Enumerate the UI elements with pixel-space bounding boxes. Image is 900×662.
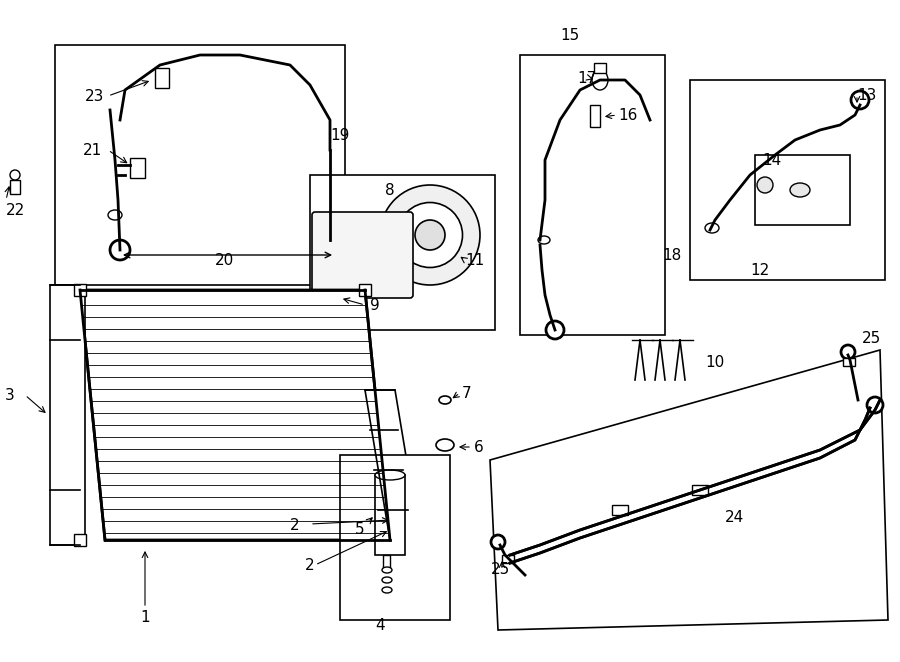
Circle shape [757,177,773,193]
Polygon shape [80,290,390,540]
Circle shape [546,321,564,339]
Text: 19: 19 [330,128,349,142]
Circle shape [841,345,855,359]
Ellipse shape [382,577,392,583]
Ellipse shape [415,220,445,250]
Ellipse shape [439,396,451,404]
Polygon shape [50,285,85,545]
Bar [320,290,345,302]
Text: 16: 16 [618,107,637,122]
Ellipse shape [398,203,463,267]
Ellipse shape [592,70,608,90]
Polygon shape [365,390,420,540]
Bar [359,284,371,296]
Ellipse shape [382,587,392,593]
Text: 14: 14 [762,152,781,167]
Bar [130,158,145,178]
Text: 25: 25 [862,330,881,346]
Bar [690,80,885,280]
Text: 1: 1 [140,610,149,626]
Bar [155,68,169,88]
Text: 3: 3 [5,387,15,402]
Text: 7: 7 [462,385,472,401]
Text: 5: 5 [356,522,364,538]
Text: 6: 6 [474,440,484,455]
Polygon shape [490,350,888,630]
Circle shape [491,535,505,549]
Bar [590,105,600,127]
Text: 18: 18 [662,248,681,263]
Ellipse shape [790,183,810,197]
Text: 24: 24 [725,510,744,526]
Ellipse shape [538,236,550,244]
Bar [502,555,514,563]
Text: 10: 10 [705,354,725,369]
Circle shape [10,170,20,180]
Bar [375,475,405,555]
Bar [383,555,390,570]
Bar [843,358,855,366]
Text: 12: 12 [751,263,770,277]
Bar [310,175,495,330]
Text: 22: 22 [6,203,25,218]
Text: 4: 4 [375,618,385,632]
Text: 8: 8 [385,183,395,197]
Text: 25: 25 [491,563,509,577]
Ellipse shape [436,439,454,451]
Bar [340,455,450,620]
Bar [74,534,86,546]
Text: 11: 11 [465,252,484,267]
Ellipse shape [382,567,392,573]
Ellipse shape [705,223,719,233]
Circle shape [851,91,869,109]
Ellipse shape [380,185,480,285]
Ellipse shape [375,470,405,480]
Bar [755,155,850,225]
Bar [10,180,20,194]
Bar [692,485,708,495]
Bar [359,534,371,546]
Bar [612,505,628,515]
Text: 21: 21 [83,142,103,158]
Bar [74,284,86,296]
Text: 2: 2 [290,518,300,532]
Text: 23: 23 [85,89,104,103]
Text: 20: 20 [215,252,235,267]
Text: 17: 17 [577,70,596,85]
Bar [55,45,345,285]
Text: 9: 9 [370,297,380,312]
Circle shape [320,240,340,260]
Text: 15: 15 [561,28,580,42]
Text: 13: 13 [857,87,877,103]
Bar [520,55,665,335]
FancyBboxPatch shape [312,212,413,298]
Ellipse shape [108,210,122,220]
Text: 2: 2 [305,557,315,573]
Circle shape [867,397,883,413]
Bar [594,63,606,73]
Circle shape [110,240,130,260]
